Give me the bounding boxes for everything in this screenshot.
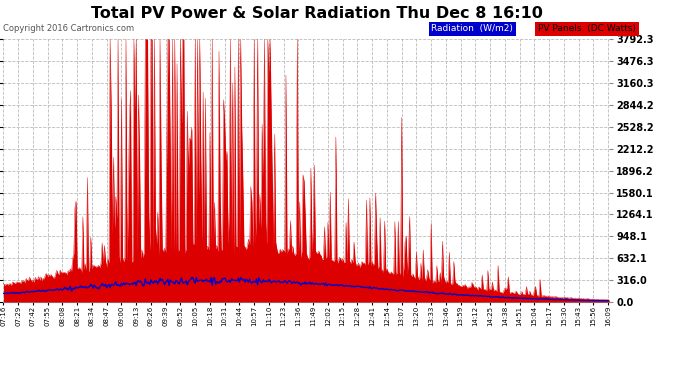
Text: Total PV Power & Solar Radiation Thu Dec 8 16:10: Total PV Power & Solar Radiation Thu Dec… (92, 6, 543, 21)
Text: Copyright 2016 Cartronics.com: Copyright 2016 Cartronics.com (3, 24, 135, 33)
Text: Radiation  (W/m2): Radiation (W/m2) (431, 24, 513, 33)
Text: PV Panels  (DC Watts): PV Panels (DC Watts) (538, 24, 636, 33)
